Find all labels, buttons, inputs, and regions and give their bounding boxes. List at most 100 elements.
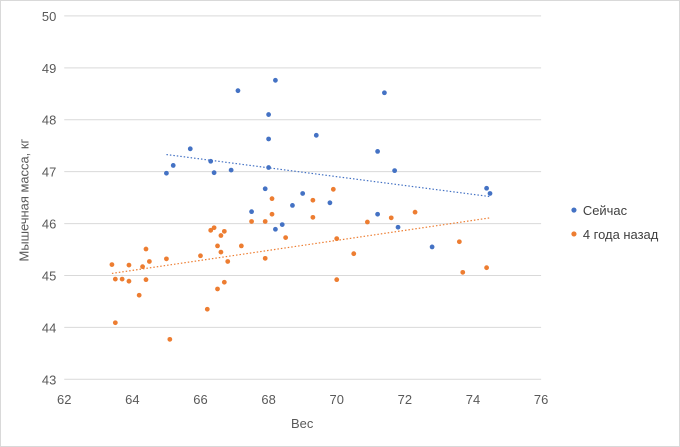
point-series-1 xyxy=(269,211,275,217)
legend: Сейчас 4 года назад xyxy=(571,203,659,242)
y-tick-label: 46 xyxy=(42,217,56,232)
point-series-1 xyxy=(249,219,254,224)
point-series-0 xyxy=(170,163,176,168)
point-series-0 xyxy=(375,149,380,154)
point-series-1 xyxy=(164,256,169,262)
x-tick-label: 68 xyxy=(261,392,275,407)
point-series-0 xyxy=(273,226,278,232)
point-series-0 xyxy=(375,211,380,217)
x-tick-label: 70 xyxy=(330,392,344,407)
point-series-1 xyxy=(334,236,340,242)
x-tick-label: 62 xyxy=(57,392,71,407)
point-series-0 xyxy=(164,170,169,176)
trendline-series-1 xyxy=(111,217,491,274)
point-series-1 xyxy=(262,219,268,224)
point-series-1 xyxy=(364,219,370,225)
point-series-0 xyxy=(487,191,493,196)
point-series-1 xyxy=(136,292,142,298)
point-series-1 xyxy=(198,253,203,259)
point-series-1 xyxy=(204,306,210,312)
point-series-0 xyxy=(266,136,271,142)
gridlines xyxy=(64,15,542,380)
y-axis-title: Мышечная масса, кг xyxy=(16,138,31,261)
point-series-0 xyxy=(211,170,217,176)
point-series-1 xyxy=(456,239,462,245)
point-series-1 xyxy=(262,255,268,261)
x-tick-label: 66 xyxy=(193,392,207,407)
point-series-1 xyxy=(484,265,489,271)
point-series-1 xyxy=(330,186,336,192)
trendline-series-0 xyxy=(166,153,491,198)
point-series-1 xyxy=(310,197,316,203)
point-series-0 xyxy=(327,200,333,206)
point-series-1 xyxy=(460,269,466,275)
point-series-0 xyxy=(208,158,214,164)
y-tick-label: 50 xyxy=(42,9,56,24)
point-series-1 xyxy=(310,214,316,220)
point-series-1 xyxy=(215,286,220,292)
y-tick-label: 44 xyxy=(42,320,56,335)
point-series-1 xyxy=(112,276,118,282)
point-series-1 xyxy=(215,243,220,249)
point-series-1 xyxy=(126,278,132,284)
point-series-1 xyxy=(238,243,244,249)
x-axis-title: Вес xyxy=(291,416,314,431)
point-series-1 xyxy=(143,246,149,252)
legend-marker-series-0 xyxy=(571,207,577,213)
point-series-1 xyxy=(218,233,224,238)
point-series-0 xyxy=(266,165,271,170)
point-series-0 xyxy=(266,112,271,117)
point-series-1 xyxy=(225,259,231,264)
point-series-0 xyxy=(262,186,268,192)
point-series-1 xyxy=(147,259,152,264)
point-series-1 xyxy=(208,227,214,233)
point-series-0 xyxy=(273,77,278,83)
point-series-1 xyxy=(218,249,224,255)
point-series-1 xyxy=(126,262,132,268)
point-series-1 xyxy=(143,277,149,283)
y-axis-ticks: 43 44 45 46 47 48 49 50 xyxy=(42,9,56,387)
point-series-0 xyxy=(249,209,254,215)
data-points xyxy=(109,77,493,342)
point-series-0 xyxy=(392,168,398,174)
point-series-1 xyxy=(112,320,118,326)
point-series-0 xyxy=(313,132,319,138)
point-series-0 xyxy=(235,88,241,94)
x-tick-label: 72 xyxy=(398,392,412,407)
point-series-0 xyxy=(187,146,193,152)
point-series-1 xyxy=(269,196,275,202)
x-tick-label: 76 xyxy=(534,392,548,407)
point-series-1 xyxy=(412,209,418,215)
point-series-0 xyxy=(382,90,387,96)
point-series-1 xyxy=(221,279,227,285)
point-series-1 xyxy=(283,235,289,240)
y-tick-label: 49 xyxy=(42,61,56,76)
point-series-0 xyxy=(395,224,401,230)
y-tick-label: 48 xyxy=(42,113,56,128)
point-series-1 xyxy=(334,277,340,283)
legend-label-series-0: Сейчас xyxy=(583,203,628,218)
y-tick-label: 43 xyxy=(42,372,56,387)
y-tick-label: 47 xyxy=(42,165,56,180)
point-series-0 xyxy=(300,191,306,196)
point-series-1 xyxy=(351,251,357,257)
point-series-1 xyxy=(221,228,227,234)
point-series-0 xyxy=(279,222,285,227)
x-tick-label: 64 xyxy=(125,392,139,407)
legend-label-series-1: 4 года назад xyxy=(583,227,659,242)
point-series-1 xyxy=(109,262,115,267)
point-series-0 xyxy=(429,244,435,250)
trendlines xyxy=(111,153,491,274)
x-axis-ticks: 62 64 66 68 70 72 74 76 xyxy=(57,392,548,407)
point-series-0 xyxy=(228,167,234,173)
point-series-1 xyxy=(167,336,173,342)
y-tick-label: 45 xyxy=(42,268,56,283)
point-series-0 xyxy=(290,203,295,208)
x-tick-label: 74 xyxy=(466,392,480,407)
point-series-1 xyxy=(140,264,145,270)
point-series-1 xyxy=(119,276,125,282)
point-series-1 xyxy=(388,215,394,221)
point-series-1 xyxy=(211,225,217,231)
point-series-0 xyxy=(484,185,489,191)
